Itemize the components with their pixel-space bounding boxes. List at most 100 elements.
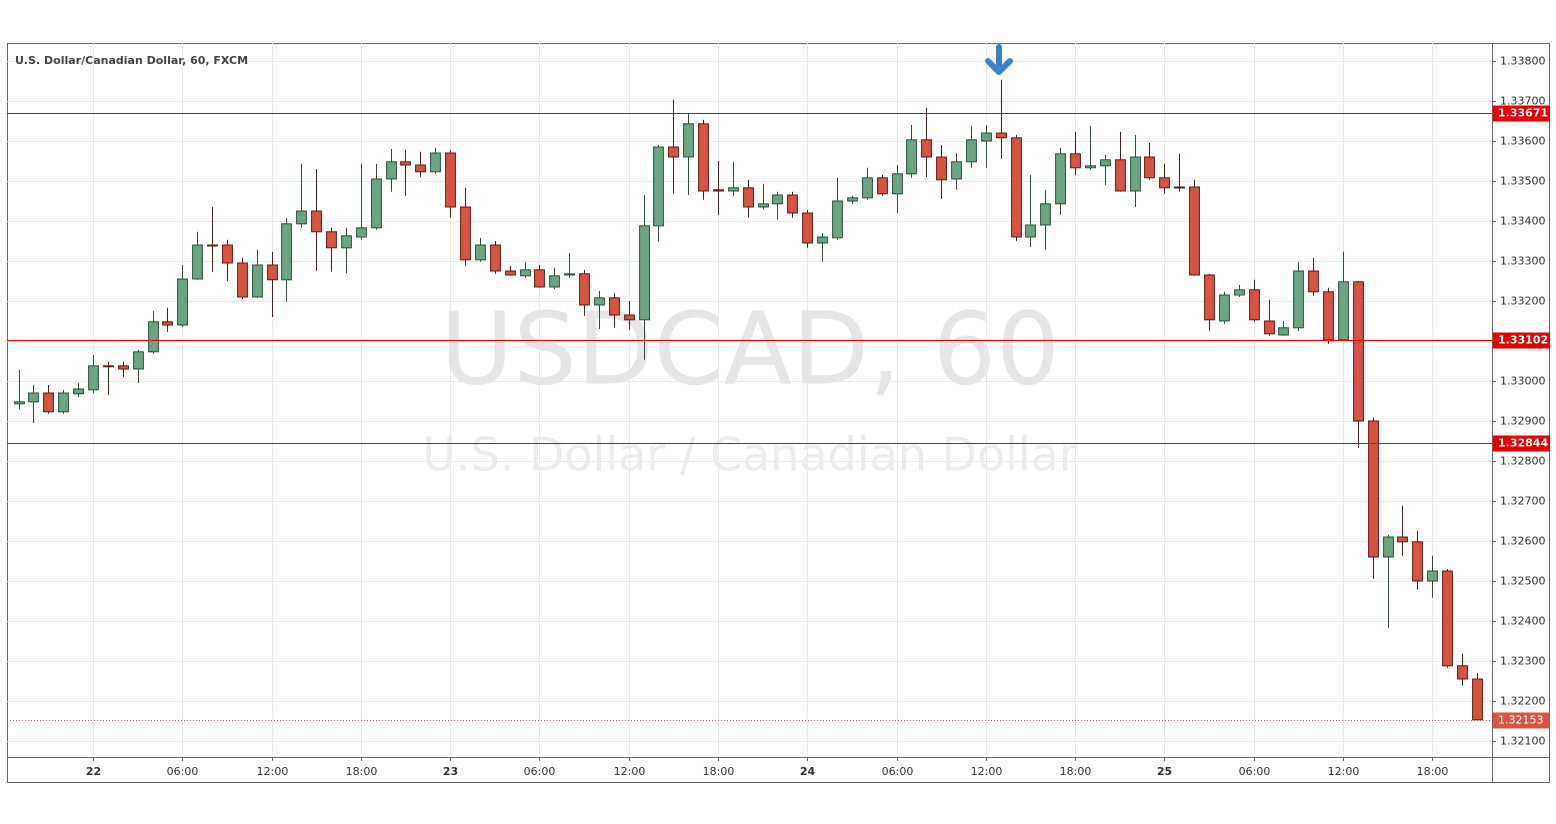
y-tick-label: 1.32800: [1500, 455, 1546, 468]
candle-body: [1011, 137, 1022, 238]
candle-body: [534, 269, 545, 288]
candle-body: [1025, 224, 1036, 238]
candle-body: [1234, 289, 1245, 296]
candle-body: [28, 392, 39, 403]
marks: [7, 79, 1492, 721]
grid: [7, 43, 1492, 757]
y-tick-label: 1.33000: [1500, 375, 1546, 388]
candle-body: [58, 392, 69, 413]
candle-body: [311, 210, 322, 233]
y-tick-label: 1.32700: [1500, 495, 1546, 508]
candle-body: [1070, 153, 1081, 169]
candle-body: [356, 227, 367, 238]
candle-body: [43, 392, 54, 413]
watermark-subtitle: U.S. Dollar / Canadian Dollar: [422, 428, 1078, 482]
x-tick-label: 18:00: [1060, 765, 1092, 778]
candle-body: [832, 200, 843, 239]
x-tick-label: 06:00: [167, 765, 199, 778]
level-label: 1.32844: [1498, 437, 1548, 450]
candle-body: [14, 401, 25, 405]
candle-body: [772, 194, 783, 205]
y-tick-label: 1.32600: [1500, 535, 1546, 548]
x-tick-label: 25: [1157, 765, 1172, 778]
candle-body: [594, 297, 605, 306]
candle-body: [371, 178, 382, 229]
candle-body: [906, 139, 917, 175]
candle-body: [73, 388, 84, 395]
candle-body: [281, 223, 292, 281]
candle-body: [1427, 570, 1438, 582]
candle-body: [1338, 281, 1349, 341]
level-label: 1.33671: [1498, 107, 1548, 120]
candle-body: [683, 123, 694, 158]
candle-body: [758, 203, 769, 208]
x-tick-label: 12:00: [257, 765, 289, 778]
candle-body: [1442, 570, 1453, 667]
x-tick-label: 12:00: [614, 765, 646, 778]
candle-body: [520, 269, 531, 277]
y-tick-label: 1.32500: [1500, 575, 1546, 588]
y-tick-label: 1.32100: [1500, 735, 1546, 748]
candle-body: [103, 365, 114, 368]
y-tick-label: 1.33200: [1500, 295, 1546, 308]
candle-body: [177, 278, 188, 326]
candle-body: [1144, 156, 1155, 179]
y-tick-label: 1.33500: [1500, 175, 1546, 188]
candle-body: [981, 132, 992, 142]
candle-body: [1130, 156, 1141, 192]
candle-body: [1323, 291, 1334, 341]
candle-body: [207, 244, 218, 247]
candle-body: [639, 225, 650, 321]
candle-body: [1189, 186, 1200, 276]
x-tick-label: 06:00: [1239, 765, 1271, 778]
x-tick-label: 18:00: [346, 765, 378, 778]
candle-body: [1472, 678, 1483, 721]
candle-body: [118, 365, 129, 370]
level-label-bg: [1493, 105, 1550, 122]
candle-body: [921, 139, 932, 158]
candle-body: [1204, 274, 1215, 321]
candle-body: [996, 132, 1007, 139]
candle-body: [549, 275, 560, 288]
candle-body: [951, 161, 962, 180]
candle-body: [505, 270, 516, 276]
candle-body: [326, 231, 337, 249]
candle-body: [564, 273, 575, 276]
x-tick-label: 22: [86, 765, 101, 778]
candle-body: [892, 173, 903, 195]
y-tick-label: 1.32900: [1500, 415, 1546, 428]
candle-body: [133, 351, 144, 370]
candle-body: [1174, 186, 1185, 189]
candle-body: [490, 244, 501, 272]
candle-body: [1383, 536, 1394, 558]
candle-body: [460, 206, 471, 261]
candle-body: [400, 161, 411, 166]
candle-body: [296, 210, 307, 225]
candle-body: [609, 297, 620, 316]
candle-body: [743, 187, 754, 208]
candle-body: [1412, 541, 1423, 582]
candle-body: [862, 177, 873, 199]
marker-arrow: [985, 44, 1013, 75]
x-tick-label: 06:00: [524, 765, 556, 778]
x-tick-label: 23: [443, 765, 458, 778]
x-tick-label: 06:00: [882, 765, 914, 778]
candle-body: [386, 161, 397, 180]
watermark: USDCAD, 60: [440, 290, 1060, 407]
candle-body: [430, 152, 441, 173]
candle-body: [267, 264, 278, 281]
level-label: 1.33102: [1498, 334, 1548, 347]
candle-body: [252, 264, 263, 298]
candle-body: [802, 212, 813, 244]
y-tick-label: 1.32300: [1500, 655, 1546, 668]
last-price-bg: [1493, 712, 1550, 729]
candle-body: [624, 314, 635, 321]
candle-body: [1159, 177, 1170, 189]
candle-body: [1040, 203, 1051, 226]
candle-body: [936, 156, 947, 181]
candle-body: [148, 321, 159, 353]
y-tick-label: 1.33600: [1500, 135, 1546, 148]
candle-body: [237, 262, 248, 298]
